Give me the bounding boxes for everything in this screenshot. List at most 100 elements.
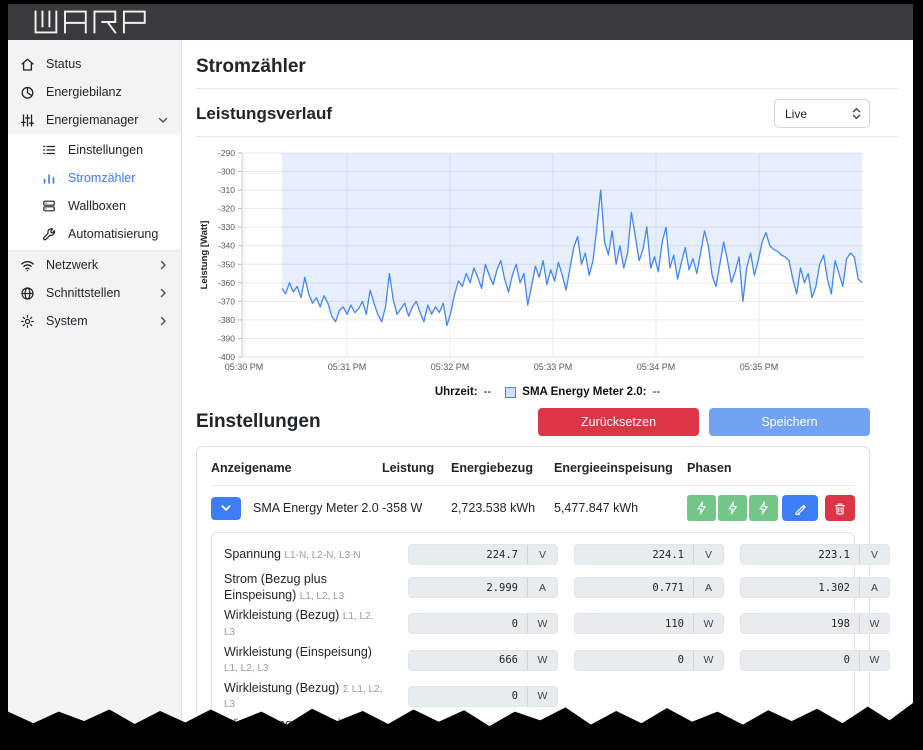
unit-label: W <box>693 650 723 670</box>
col-header-anzeigename: Anzeigename <box>211 461 292 475</box>
unit-label: W <box>527 723 557 726</box>
detail-row-label: Wirkleistung (Bezug) Σ L1, L2, L3 <box>224 680 383 711</box>
legend-series[interactable]: SMA Energy Meter 2.0: -- <box>505 386 660 398</box>
sidebar-item-label: System <box>46 314 88 328</box>
unit-label: A <box>527 578 557 598</box>
value-input[interactable]: 110 <box>575 614 693 634</box>
power-chart[interactable]: -290 -300 -310 -320 -330 -340 -350 -360 -370 -380… <box>196 147 870 384</box>
sidebar-item-system[interactable]: System <box>8 307 181 335</box>
meter-name: SMA Energy Meter 2.0 <box>253 501 379 515</box>
chevron-right-icon <box>157 259 169 271</box>
sidebar-item-stromzaehler[interactable]: Stromzähler <box>8 164 181 192</box>
home-icon <box>20 56 36 72</box>
value-input[interactable]: 0.771 <box>575 578 693 598</box>
unit-label: W <box>527 650 557 670</box>
detail-row: Wirkleistung (Einspeisung) Σ L1, L2, L3 3… <box>224 717 842 726</box>
sidebar: Status Energiebilanz Energiemanager <box>8 40 182 726</box>
unit-label: V <box>859 545 889 564</box>
chart-legend: Uhrzeit: -- SMA Energy Meter 2.0: -- <box>196 386 899 398</box>
phase-sub-label: L1-N, L2-N, L3-N <box>284 549 361 561</box>
value-input[interactable]: 224.1 <box>575 545 693 564</box>
detail-row: Wirkleistung (Einspeisung) L1, L2, L3 666… <box>224 644 890 676</box>
collapse-button[interactable] <box>211 496 241 520</box>
value-input-group: 0.771 A <box>574 577 724 599</box>
detail-row-label: Spannung L1-N, L2-N, L3-N <box>224 546 361 561</box>
value-input[interactable]: 0 <box>409 686 527 706</box>
value-input[interactable]: 666 <box>409 650 527 670</box>
reset-button[interactable]: Zurücksetzen <box>538 408 699 436</box>
sidebar-item-status[interactable]: Status <box>8 50 181 78</box>
sidebar-item-energiebilanz[interactable]: Energiebilanz <box>8 78 181 106</box>
svg-text:-390: -390 <box>218 333 235 343</box>
phase-l3-bolt-button[interactable] <box>749 495 778 521</box>
value-input-group: 666 W <box>408 649 558 671</box>
sidebar-item-netzwerk[interactable]: Netzwerk <box>8 250 181 279</box>
value-input-group: 198 W <box>740 613 890 635</box>
series-swatch-icon <box>505 386 517 398</box>
meters-table: Anzeigename Leistung Energiebezug Energi… <box>196 446 890 726</box>
value-input[interactable]: 358 <box>409 723 527 726</box>
value-input-group: 223.1 V <box>740 544 890 565</box>
sidebar-item-label: Stromzähler <box>68 171 136 185</box>
sidebar-item-energiemanager[interactable]: Energiemanager <box>8 106 181 134</box>
delete-button[interactable] <box>825 495 855 521</box>
pie-chart-icon <box>20 84 36 100</box>
svg-text:-310: -310 <box>218 185 235 195</box>
svg-text:-340: -340 <box>218 241 235 251</box>
chevron-down-icon <box>157 114 169 126</box>
edit-button[interactable] <box>782 495 818 521</box>
value-input[interactable]: 0 <box>575 650 693 670</box>
sidebar-item-schnittstellen[interactable]: Schnittstellen <box>8 279 181 307</box>
value-input[interactable]: 224.7 <box>409 545 527 564</box>
phase-sub-label: Σ L1, L2, L3 <box>224 683 383 711</box>
svg-text:-380: -380 <box>218 315 235 325</box>
legend-time: Uhrzeit: -- <box>434 386 492 398</box>
phase-indicators <box>687 495 778 521</box>
value-input[interactable]: 223.1 <box>741 545 859 564</box>
phase-sub-label: Σ L1, L2, L3 <box>375 720 382 726</box>
sidebar-item-label: Schnittstellen <box>46 286 121 300</box>
power-chart-svg: -290 -300 -310 -320 -330 -340 -350 -360 -370 -380… <box>199 148 864 372</box>
col-header-phasen: Phasen <box>687 461 732 475</box>
warp-logo <box>34 10 146 34</box>
phase-sub-label: L1, L2, L3 <box>224 611 374 638</box>
value-input-group: 224.7 V <box>408 544 558 565</box>
save-button[interactable]: Speichern <box>709 408 870 436</box>
col-header-energieeinspeisung: Energieeinspeisung <box>554 461 673 475</box>
phase-sub-label: L1, L2, L3 <box>224 663 269 675</box>
value-input[interactable]: 198 <box>741 614 859 634</box>
unit-label: W <box>859 614 889 634</box>
sidebar-item-einstellungen[interactable]: Einstellungen <box>8 136 181 164</box>
detail-row: Strom (Bezug plus Einspeisung) L1, L2, L… <box>224 572 890 603</box>
value-input[interactable]: 0 <box>741 650 859 670</box>
value-input[interactable]: 0 <box>409 614 527 634</box>
sidebar-item-wallboxen[interactable]: Wallboxen <box>8 192 181 220</box>
meter-row: SMA Energy Meter 2.0 -358 W 2,723.538 kW… <box>211 486 855 530</box>
unit-label: W <box>693 614 723 634</box>
detail-row-label: Wirkleistung (Einspeisung) Σ L1, L2, L3 <box>224 717 392 726</box>
settings-section-title: Einstellungen <box>196 411 321 432</box>
divider <box>196 136 899 137</box>
chart-range-select[interactable]: Live <box>774 99 870 128</box>
sidebar-item-automatisierung[interactable]: Automatisierung <box>8 220 181 248</box>
svg-text:-350: -350 <box>218 259 235 269</box>
svg-text:-290: -290 <box>218 148 235 158</box>
svg-text:05:34 PM: 05:34 PM <box>637 362 676 372</box>
value-input[interactable]: 2.999 <box>409 578 527 598</box>
sidebar-item-label: Energiemanager <box>46 113 139 127</box>
svg-text:-370: -370 <box>218 296 235 306</box>
value-input[interactable]: 1.302 <box>741 578 859 598</box>
wrench-icon <box>42 226 58 242</box>
phase-l2-bolt-button[interactable] <box>718 495 747 521</box>
phase-l1-bolt-button[interactable] <box>687 495 716 521</box>
svg-text:05:35 PM: 05:35 PM <box>740 362 779 372</box>
detail-row-label: Wirkleistung (Einspeisung) L1, L2, L3 <box>224 644 372 675</box>
chart-section-title: Leistungsverlauf <box>196 103 333 123</box>
chart-range-value: Live <box>785 106 808 121</box>
svg-text:-320: -320 <box>218 204 235 214</box>
sidebar-item-label: Energiebilanz <box>46 85 122 99</box>
value-input-group: 1.302 A <box>740 577 890 599</box>
unit-label: A <box>859 578 889 598</box>
globe-icon <box>20 285 36 301</box>
